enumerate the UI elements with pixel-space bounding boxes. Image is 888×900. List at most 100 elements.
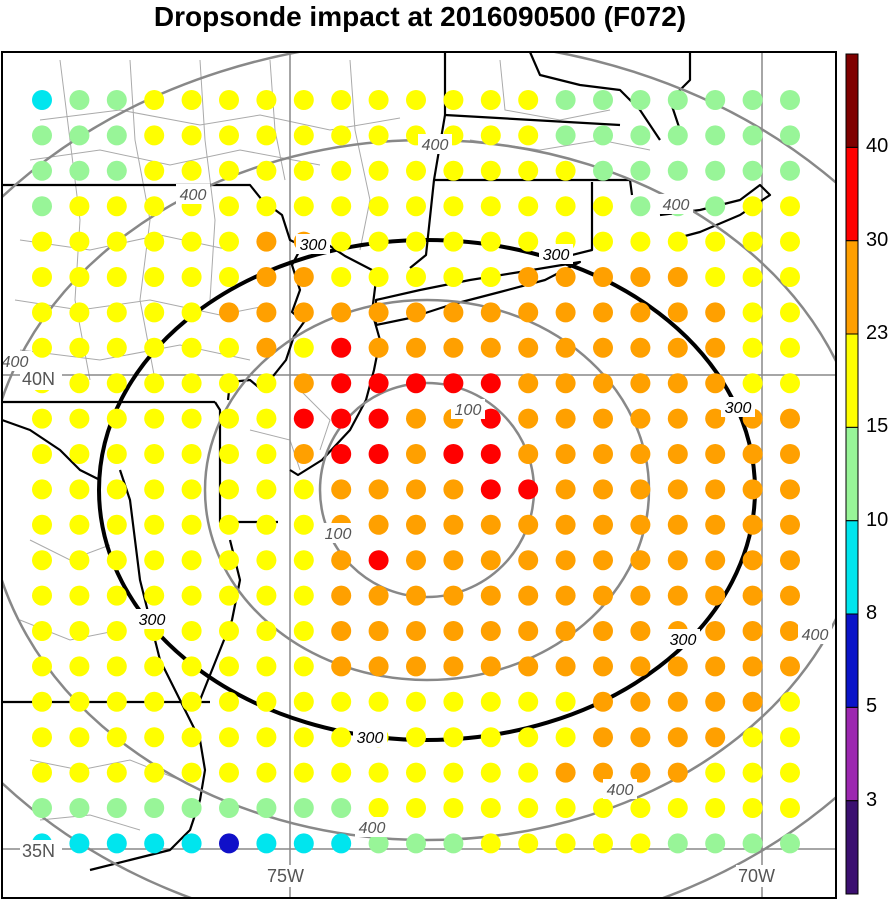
impact-dot xyxy=(331,267,352,287)
colorbar-segment xyxy=(845,800,859,895)
impact-dot xyxy=(331,302,352,323)
impact-dot xyxy=(368,833,389,854)
impact-dot xyxy=(406,408,426,429)
impact-dot xyxy=(144,691,165,712)
impact-dot xyxy=(144,231,165,252)
impact-dot xyxy=(593,337,613,358)
impact-dot xyxy=(780,196,800,217)
impact-dot xyxy=(32,691,52,712)
impact-dot xyxy=(219,833,239,854)
ring-label: 300 xyxy=(725,400,752,417)
impact-dot xyxy=(593,196,613,217)
impact-dot xyxy=(780,373,800,394)
ring-label: 300 xyxy=(543,247,570,264)
impact-dot xyxy=(32,125,52,146)
impact-dot xyxy=(32,196,52,217)
ring-label: 400 xyxy=(359,820,386,837)
impact-dot xyxy=(256,621,277,641)
impact-dot xyxy=(293,691,314,712)
impact-dot xyxy=(667,160,688,181)
impact-dot xyxy=(630,160,651,181)
impact-dot xyxy=(368,196,389,217)
impact-dot xyxy=(256,833,277,854)
impact-dot xyxy=(293,585,314,606)
impact-dot xyxy=(630,231,651,252)
impact-dot xyxy=(480,798,501,818)
impact-dot xyxy=(219,267,239,287)
ring-label-bg xyxy=(135,609,169,629)
impact-dot xyxy=(32,337,52,358)
impact-dot xyxy=(144,833,165,854)
impact-dot xyxy=(443,479,464,500)
impact-dot xyxy=(630,302,651,323)
ring-label-bg xyxy=(721,397,755,417)
impact-dot xyxy=(406,444,426,464)
impact-dot xyxy=(780,656,800,677)
colorbar-segment xyxy=(845,146,859,242)
lat-label-35n: 35N xyxy=(22,841,55,861)
impact-dot xyxy=(780,125,800,146)
impact-dot xyxy=(780,798,800,818)
impact-dot xyxy=(256,479,277,500)
impact-dot xyxy=(293,656,314,677)
impact-dot xyxy=(331,585,352,606)
impact-dot xyxy=(780,727,800,748)
impact-dot xyxy=(593,479,613,500)
impact-dot xyxy=(293,444,314,464)
impact-dot xyxy=(780,585,800,606)
impact-dot xyxy=(32,444,52,464)
impact-dot xyxy=(293,479,314,500)
impact-dot xyxy=(69,656,90,677)
impact-dot xyxy=(69,125,90,146)
impact-dot xyxy=(555,727,576,748)
impact-dot xyxy=(518,267,539,287)
impact-dot xyxy=(181,621,202,641)
impact-dot xyxy=(293,621,314,641)
impact-dot xyxy=(106,833,127,854)
impact-dot xyxy=(742,656,763,677)
impact-dot xyxy=(742,196,763,217)
impact-dot xyxy=(69,408,90,429)
impact-dot xyxy=(69,798,90,818)
impact-dot xyxy=(293,90,314,110)
impact-dot xyxy=(32,550,52,571)
impact-dot xyxy=(181,267,202,287)
colorbar-segment xyxy=(845,53,859,148)
county-line xyxy=(59,59,91,381)
impact-dot xyxy=(667,514,688,535)
impact-dot xyxy=(780,267,800,287)
impact-dot xyxy=(480,90,501,110)
impact-dot xyxy=(406,656,426,677)
impact-dot xyxy=(518,408,539,429)
ring-label: 400 xyxy=(180,187,207,204)
impact-dot xyxy=(181,125,202,146)
impact-dot xyxy=(742,125,763,146)
impact-dot xyxy=(593,727,613,748)
impact-dot xyxy=(443,833,464,854)
impact-dot xyxy=(480,337,501,358)
impact-dot xyxy=(181,444,202,464)
impact-dot xyxy=(69,833,90,854)
impact-dot xyxy=(32,267,52,287)
impact-dot xyxy=(181,231,202,252)
impact-dot xyxy=(705,231,726,252)
ring-label-bg xyxy=(418,134,452,154)
impact-dot xyxy=(555,833,576,854)
impact-dot xyxy=(667,798,688,818)
impact-dot xyxy=(406,337,426,358)
impact-dot xyxy=(480,373,501,394)
impact-dot xyxy=(32,408,52,429)
impact-dot xyxy=(742,337,763,358)
colorbar-tick-label: 10 xyxy=(866,508,888,531)
lat-label-40n: 40N xyxy=(22,369,55,389)
impact-dot xyxy=(181,656,202,677)
impact-dot xyxy=(256,762,277,783)
impact-dot xyxy=(480,196,501,217)
county-line xyxy=(499,59,611,121)
impact-dot xyxy=(219,656,239,677)
impact-dot xyxy=(406,302,426,323)
impact-dot xyxy=(630,196,651,217)
impact-dot xyxy=(69,727,90,748)
impact-dot xyxy=(742,833,763,854)
impact-dot xyxy=(331,691,352,712)
